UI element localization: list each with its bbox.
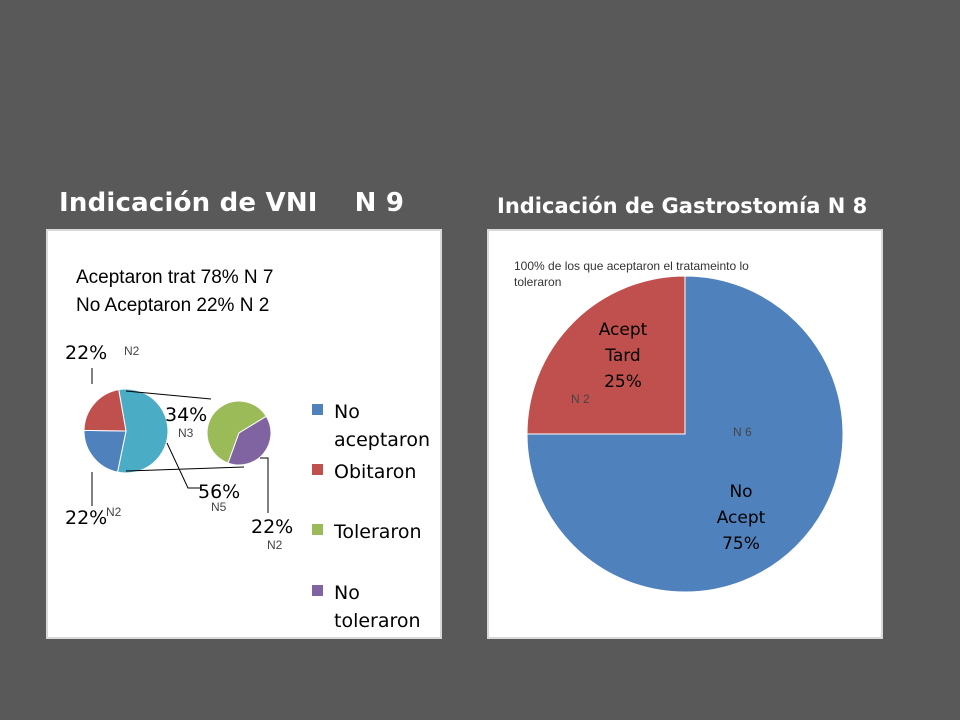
label-toleraron-n: N3 [178,426,194,440]
slice-no-aceptaron [83,429,127,473]
legend-label-no-aceptaron-2: aceptaron [334,429,430,451]
slice-obitaron [83,389,127,432]
legend-swatch-no-toleraron [312,585,323,596]
label-acept-tard-1: Acept [599,320,648,340]
label-obitaron-pct: 22% [65,342,107,364]
vni-title: Indicación de VNI N 9 [59,188,405,218]
vni-chart-panel: Aceptaron trat 78% N 7 No Aceptaron 22% … [46,229,442,639]
label-no-aceptaron-n: N2 [106,505,122,519]
leader-line-other [166,442,200,489]
legend-swatch-toleraron [312,524,323,535]
legend-label-no-aceptaron-1: No [334,401,360,423]
slice-no-acept [526,275,844,593]
slice-other [116,388,169,474]
gastrostomy-pie [526,275,844,593]
vni-legend: No aceptaron Obitaron Toleraron No toler… [312,401,430,632]
legend-swatch-obitaron [312,464,323,475]
gastrostomy-title: Indicación de Gastrostomía N 8 [497,194,868,218]
label-no-acept-2: Acept [717,508,766,528]
legend-swatch-no-aceptaron [312,404,323,415]
vni-primary-pie [83,388,169,474]
vni-summary-line-1: Aceptaron trat 78% N 7 [76,267,274,288]
label-no-acept-n: N 6 [733,425,752,439]
label-other-n: N5 [211,500,227,514]
legend-label-toleraron: Toleraron [333,521,422,543]
label-acept-tard-2: Tard [604,346,640,366]
label-other-pct: 56% [198,481,240,503]
label-toleraron-pct: 34% [165,404,207,426]
vni-summary-line-2: No Aceptaron 22% N 2 [76,295,269,316]
label-acept-tard-3: 25% [604,372,642,392]
label-no-toleraron-n: N2 [267,538,283,552]
gastro-note-line-1: 100% de los que aceptaron el tratameinto… [514,259,749,273]
label-obitaron-n: N2 [124,344,140,358]
gastrostomy-pie-chart: 100% de los que aceptaron el tratameinto… [514,259,844,593]
vni-pie-of-pie-chart: Aceptaron trat 78% N 7 No Aceptaron 22% … [65,267,430,632]
pie-connector-top [125,390,212,400]
slice-no-toleraron [227,415,272,466]
label-no-acept-1: No [729,482,752,502]
legend-label-no-toleraron-2: toleraron [334,610,421,632]
legend-label-no-toleraron-1: No [334,582,360,604]
gastrostomy-chart-panel: 100% de los que aceptaron el tratameinto… [487,229,883,639]
label-no-toleraron-pct: 22% [251,516,293,538]
pie-connector-bottom [125,466,245,472]
slice-acept-tard [526,275,686,435]
leader-line-no-toleraron [260,457,269,513]
slice-toleraron [206,400,267,464]
legend-label-obitaron: Obitaron [334,461,416,483]
label-no-acept-3: 75% [722,534,760,554]
gastro-note-line-2: toleraron [514,275,561,289]
vni-secondary-pie [206,400,272,466]
label-acept-tard-n: N 2 [571,392,590,406]
label-no-aceptaron-pct: 22% [65,507,107,529]
